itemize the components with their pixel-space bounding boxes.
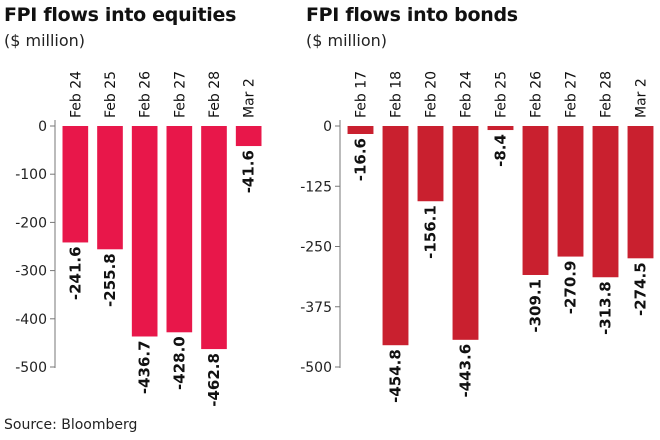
source-note: Source: Bloomberg	[4, 417, 138, 433]
equities-value-label: -428.0	[170, 336, 188, 390]
bonds-y-tick-label: -250	[300, 240, 332, 256]
bonds-bar	[417, 126, 444, 202]
bonds-chart-subtitle: ($ million)	[306, 31, 388, 50]
equities-y-tick-label: -200	[15, 215, 47, 231]
equities-y-tick-label: -400	[15, 312, 47, 328]
equities-value-label: -241.6	[66, 246, 84, 300]
bonds-y-tick-label: -500	[300, 360, 332, 376]
bonds-category-label: Feb 25	[494, 71, 510, 118]
equities-value-label: -462.8	[205, 353, 223, 407]
bonds-bar	[347, 126, 374, 135]
bonds-value-label: -309.1	[527, 279, 545, 333]
bonds-bar	[592, 126, 619, 278]
equities-category-label: Feb 26	[138, 71, 154, 118]
equities-bar	[166, 126, 193, 333]
bonds-value-label: -313.8	[597, 281, 615, 335]
equities-bar	[235, 126, 262, 147]
bonds-bar	[487, 126, 514, 131]
equities-chart-title: FPI flows into equities	[4, 4, 237, 26]
bonds-value-label: -156.1	[422, 205, 440, 259]
equities-bar	[97, 126, 123, 250]
bonds-category-label: Feb 27	[564, 71, 580, 118]
bonds-value-label: -8.4	[492, 134, 510, 167]
equities-category-label: Feb 28	[207, 71, 223, 118]
bonds-y-tick-label: -125	[300, 179, 332, 195]
bonds-bar	[382, 126, 409, 346]
equities-value-label: -255.8	[101, 253, 119, 307]
equities-bar	[62, 126, 89, 243]
bonds-bar	[452, 126, 479, 340]
bonds-value-label: -454.8	[387, 349, 405, 403]
bonds-bar	[522, 126, 549, 275]
bonds-value-label: -443.6	[457, 344, 475, 398]
equities-y-tick-label: -300	[15, 264, 47, 280]
bonds-category-label: Feb 17	[354, 71, 370, 118]
bonds-value-label: -16.6	[352, 138, 370, 181]
bonds-chart-title: FPI flows into bonds	[306, 4, 518, 26]
equities-category-label: Mar 2	[242, 78, 258, 118]
bonds-category-label: Feb 20	[424, 71, 440, 118]
equities-category-label: Feb 27	[172, 71, 188, 118]
bonds-value-label: -274.5	[632, 262, 650, 316]
equities-chart-subtitle: ($ million)	[4, 31, 86, 50]
bonds-y-tick-label: 0	[323, 119, 332, 135]
equities-value-label: -41.6	[240, 150, 258, 193]
equities-bar	[131, 126, 158, 337]
bonds-y-tick-label: -375	[300, 300, 332, 316]
equities-bar	[201, 126, 227, 350]
bonds-category-label: Feb 28	[599, 71, 615, 118]
equities-y-tick-label: -500	[15, 360, 47, 376]
bonds-bar	[627, 126, 654, 259]
bonds-category-label: Mar 2	[634, 78, 650, 118]
equities-y-tick-label: -100	[15, 167, 47, 183]
bonds-bar	[557, 126, 584, 257]
equities-category-label: Feb 24	[68, 71, 84, 118]
bonds-category-label: Feb 26	[529, 71, 545, 118]
bonds-category-label: Feb 18	[389, 71, 405, 118]
bonds-value-label: -270.9	[562, 261, 580, 315]
equities-category-label: Feb 25	[103, 71, 119, 118]
equities-y-tick-label: 0	[38, 119, 47, 135]
equities-value-label: -436.7	[136, 340, 154, 394]
bonds-category-label: Feb 24	[459, 71, 475, 118]
